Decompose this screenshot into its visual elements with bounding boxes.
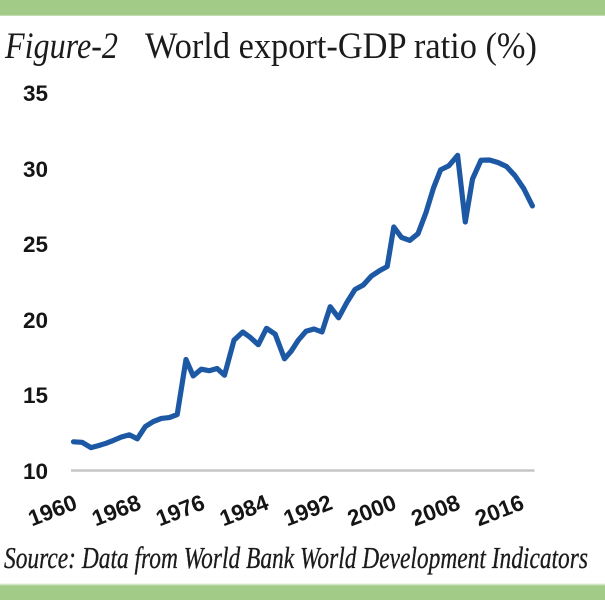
- svg-text:1992: 1992: [280, 490, 336, 531]
- svg-text:1984: 1984: [216, 490, 272, 531]
- svg-text:1960: 1960: [25, 490, 81, 531]
- svg-text:2000: 2000: [344, 490, 400, 531]
- svg-text:1976: 1976: [152, 490, 208, 531]
- svg-text:2016: 2016: [472, 490, 528, 531]
- svg-text:1968: 1968: [88, 490, 144, 531]
- svg-text:2008: 2008: [408, 490, 464, 531]
